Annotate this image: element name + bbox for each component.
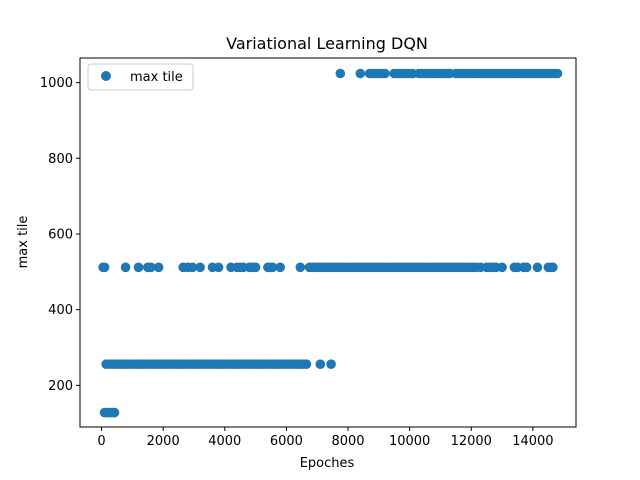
x-tick-label: 4000 <box>208 434 241 449</box>
x-tick-label: 0 <box>97 434 105 449</box>
x-axis-ticks: 0 2000 4000 6000 8000 10000 12000 14000 <box>97 427 554 449</box>
data-points-layer <box>98 68 563 418</box>
data-point <box>267 262 278 273</box>
data-point <box>109 407 120 418</box>
data-point <box>153 262 164 273</box>
x-tick-label: 8000 <box>331 434 364 449</box>
data-point <box>355 68 366 79</box>
legend-marker <box>101 71 111 81</box>
data-point <box>301 359 312 370</box>
y-tick-label: 800 <box>48 152 73 167</box>
y-tick-label: 200 <box>48 379 73 394</box>
data-point <box>99 262 110 273</box>
data-point <box>250 262 261 273</box>
y-tick-label: 1000 <box>40 76 73 91</box>
data-point <box>521 262 532 273</box>
chart-title: Variational Learning DQN <box>226 34 428 53</box>
legend-label: max tile <box>130 70 183 85</box>
x-tick-label: 2000 <box>147 434 180 449</box>
data-point <box>497 262 507 273</box>
data-point <box>195 262 205 273</box>
data-point <box>335 68 346 79</box>
data-point <box>552 68 563 79</box>
x-tick-label: 14000 <box>512 434 553 449</box>
data-point <box>295 262 306 273</box>
legend-box <box>87 63 194 91</box>
data-point <box>213 262 224 273</box>
x-tick-label: 12000 <box>451 434 492 449</box>
x-tick-label: 10000 <box>389 434 430 449</box>
data-point <box>187 262 198 273</box>
data-point <box>380 68 390 79</box>
y-tick-label: 600 <box>48 227 73 242</box>
data-point <box>120 262 131 273</box>
data-point <box>548 262 558 273</box>
legend: max tile <box>87 63 194 91</box>
plot-frame <box>79 57 577 428</box>
data-point <box>133 262 144 273</box>
data-point <box>532 262 543 273</box>
x-tick-label: 6000 <box>270 434 303 449</box>
data-point <box>146 262 156 273</box>
data-point <box>315 359 326 370</box>
data-point <box>275 262 286 273</box>
y-axis-ticks: 200 400 600 800 1000 <box>40 76 80 394</box>
y-tick-label: 400 <box>48 303 73 318</box>
data-point <box>326 359 336 370</box>
y-axis-label: max tile <box>16 216 31 269</box>
x-axis-label: Epoches <box>300 456 355 471</box>
